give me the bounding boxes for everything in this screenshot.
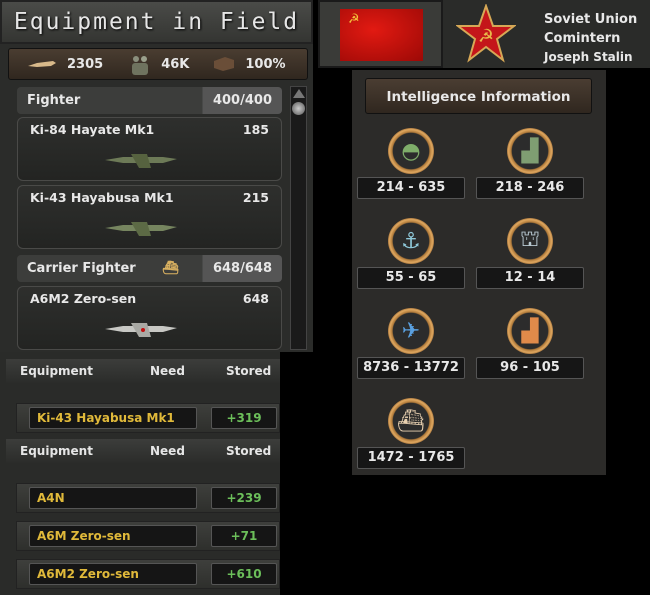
scroll-up-icon[interactable] [292,89,305,98]
equipment-tables [0,352,280,595]
flag-frame: ☭ [318,0,443,68]
row-name: A6M Zero-sen [29,525,197,547]
faction-name: Comintern [544,31,621,46]
row-stored: +71 [211,525,277,547]
air-plane-icon: ✈ [388,308,434,354]
stat-planes: 2305 [27,57,103,72]
manpower-icon [132,56,149,75]
soviet-flag[interactable]: ☭ [340,9,423,61]
army-helmet-icon: ◓ [388,128,434,174]
stat-value: 100% [245,56,286,72]
col-stored: Stored [226,444,272,458]
military-factory-icon: ▟ [507,308,553,354]
group-count: 400/400 [212,93,272,108]
group-count: 648/648 [212,261,272,276]
dockyard-icon: ⛫ [507,218,553,264]
comintern-star-emblem: ☭ [456,4,516,63]
col-equipment: Equipment [20,364,93,378]
group-name: Carrier Fighter [27,261,136,276]
equipment-count: 215 [242,190,269,205]
group-header-fighter[interactable]: Fighter 400/400 [17,87,282,114]
intel-value: 1472 - 1765 [357,447,465,469]
intel-value: 55 - 65 [357,267,465,289]
civilian-factory-icon: ▟ [507,128,553,174]
table-row[interactable]: Ki-43 Hayabusa Mk1 +319 [16,403,280,433]
stats-bar: 2305 46K 100% [8,48,308,80]
supply-crate-icon [214,57,235,71]
nation-info: Soviet Union Comintern Joseph Stalin [544,10,637,67]
navy-anchor-icon: ⚓ [388,218,434,264]
row-stored: +239 [211,487,277,509]
panel-title: Equipment in Field [0,0,313,44]
intel-panel: Intelligence Information ◓ 214 - 635 ▟ 218 … [352,70,606,475]
scroll-thumb[interactable] [292,102,305,115]
row-name: A4N [29,487,197,509]
navy-anchor-icon-glyph: ⚓ [401,228,421,254]
air-plane-icon-glyph: ✈ [401,318,421,344]
stat-value: 46K [161,56,190,72]
group-name: Fighter [27,93,81,108]
row-stored: +610 [211,563,277,585]
convoy-ship-icon: ⛴ [388,398,434,444]
plane-image [105,323,177,337]
col-equipment: Equipment [20,444,93,458]
scrollbar[interactable] [290,86,307,350]
intel-value: 8736 - 13772 [357,357,465,379]
intel-value: 12 - 14 [476,267,584,289]
table-header: Equipment Need Stored [6,439,280,463]
table-row[interactable]: A6M Zero-sen +71 [16,521,280,551]
plane-image [105,222,177,236]
row-stored: +319 [211,407,277,429]
row-name: Ki-43 Hayabusa Mk1 [29,407,197,429]
intel-value: 214 - 635 [357,177,465,199]
stat-value: 2305 [67,56,104,72]
dockyard-icon-glyph: ⛫ [519,227,541,252]
leader-name: Joseph Stalin [544,50,633,64]
intel-value: 96 - 105 [476,357,584,379]
stat-supply: 100% [213,56,286,72]
equipment-count: 648 [242,291,269,306]
equipment-count: 185 [242,122,269,137]
carrier-icon: ⛴ [162,261,179,276]
col-need: Need [150,444,185,458]
nation-name: Soviet Union [544,12,638,27]
nation-header: ☭ ☭ Soviet Union Comintern Joseph Stalin [318,0,650,68]
civilian-factory-icon-glyph: ▟ [521,138,539,164]
group-header-carrier-fighter[interactable]: Carrier Fighter ⛴ 648/648 [17,255,282,282]
svg-text:☭: ☭ [478,26,494,47]
hammer-sickle-icon: ☭ [348,12,360,27]
equipment-card[interactable]: A6M2 Zero-sen 648 [17,286,282,350]
intel-value: 218 - 246 [476,177,584,199]
equipment-name: Ki-43 Hayabusa Mk1 [30,190,174,205]
equipment-name: Ki-84 Hayate Mk1 [30,122,155,137]
plane-icon [28,61,56,67]
table-header: Equipment Need Stored [6,359,280,383]
army-helmet-icon-glyph: ◓ [401,138,421,164]
equipment-card[interactable]: Ki-84 Hayate Mk1 185 [17,117,282,181]
table-row[interactable]: A4N +239 [16,483,280,513]
plane-image [105,154,177,168]
equipment-card[interactable]: Ki-43 Hayabusa Mk1 215 [17,185,282,249]
equipment-name: A6M2 Zero-sen [30,291,137,306]
military-factory-icon-glyph: ▟ [521,318,539,344]
stat-manpower: 46K [129,53,189,75]
row-name: A6M2 Zero-sen [29,563,197,585]
convoy-ship-icon-glyph: ⛴ [397,408,425,434]
intel-title: Intelligence Information [365,78,592,114]
col-stored: Stored [226,364,272,378]
table-row[interactable]: A6M2 Zero-sen +610 [16,559,280,589]
col-need: Need [150,364,185,378]
